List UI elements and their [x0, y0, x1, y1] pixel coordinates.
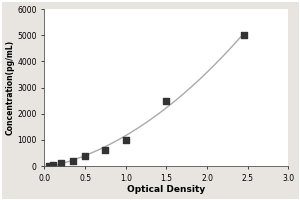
Point	[164, 99, 169, 102]
Point	[50, 163, 55, 166]
Point	[83, 154, 88, 157]
Y-axis label: Concentration(pg/mL): Concentration(pg/mL)	[6, 40, 15, 135]
Point	[241, 34, 246, 37]
Point	[58, 162, 63, 165]
Point	[103, 148, 108, 151]
Point	[123, 138, 128, 141]
Point	[70, 159, 75, 162]
X-axis label: Optical Density: Optical Density	[127, 185, 206, 194]
Point	[46, 164, 51, 168]
